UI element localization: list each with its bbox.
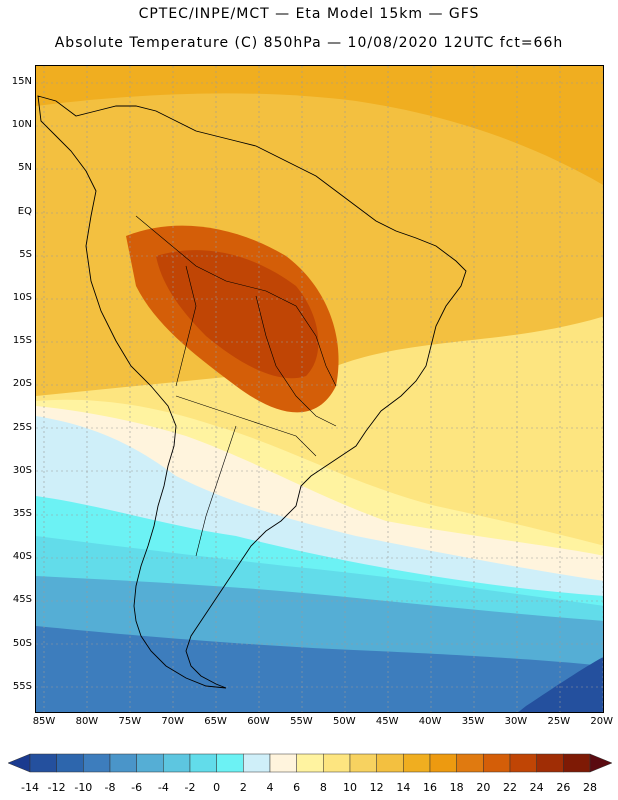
colorbar-swatch	[323, 753, 351, 773]
lat-label: 45S	[12, 594, 32, 606]
band-minus-8	[36, 626, 603, 712]
lat-label: 25S	[12, 421, 32, 433]
lat-label: 55S	[12, 680, 32, 692]
lon-label: 20W	[590, 716, 613, 727]
lon-label: 30W	[504, 716, 528, 727]
lon-label: 40W	[418, 716, 442, 727]
lat-label: 10S	[12, 292, 32, 303]
colorbar-swatch	[456, 753, 484, 773]
colorbar-swatch	[536, 753, 564, 773]
lat-label: 35S	[12, 508, 32, 519]
colorbar-swatch	[109, 753, 137, 773]
lat-label: 20S	[12, 378, 32, 390]
colorbar-swatch	[296, 753, 324, 773]
colorbar-tick-label: -4	[157, 781, 169, 794]
lat-label: 5S	[19, 248, 32, 260]
colorbar-tick-label: 4	[266, 781, 274, 794]
colorbar-swatch	[269, 753, 297, 773]
colorbar-tick-label: -10	[74, 781, 93, 794]
colorbar-swatch	[29, 753, 57, 773]
lat-label: 40S	[12, 551, 32, 563]
colorbar-tick-label: 12	[369, 781, 384, 794]
lon-label: 70W	[161, 716, 184, 727]
colorbar-swatch	[216, 753, 244, 773]
colorbar-swatch	[349, 753, 377, 773]
title-line-2: Absolute Temperature (C) 850hPa — 10/08/…	[54, 35, 564, 51]
lon-label: 25W	[547, 716, 571, 727]
lat-label: 5N	[18, 162, 32, 174]
colorbar-tick-label: 20	[476, 781, 491, 794]
lon-label: 55W	[290, 716, 313, 727]
colorbar-tick-label: 22	[503, 781, 517, 794]
lon-label: 65W	[204, 716, 227, 727]
band-minus-12	[518, 657, 603, 712]
lat-label: 50S	[12, 637, 32, 649]
temperature-map[interactable]	[35, 65, 604, 713]
lat-label: 30S	[12, 464, 32, 476]
colorbar-swatch	[136, 753, 164, 773]
hot-core-inner	[156, 250, 319, 379]
colorbar-swatch	[189, 753, 217, 773]
colorbar-swatch	[83, 753, 111, 773]
lon-label: 75W	[118, 716, 142, 727]
colorbar-swatch	[56, 753, 84, 773]
colorbar-arrow-high	[589, 753, 613, 773]
colorbar-tick-label: 2	[239, 781, 247, 794]
lat-label: EQ	[17, 205, 32, 217]
colorbar-tick-label: 14	[396, 781, 411, 794]
graticule	[36, 66, 603, 712]
lon-label: 85W	[32, 716, 56, 727]
lon-label: 50W	[332, 716, 356, 727]
lon-label: 60W	[247, 716, 270, 727]
lat-label: 15N	[11, 76, 32, 87]
map-canvas	[36, 66, 603, 712]
colorbar-tick-label: 28	[583, 781, 597, 794]
colorbar-tick-label: 8	[319, 781, 327, 794]
colorbar-swatch	[243, 753, 271, 773]
colorbar-tick-label: 16	[423, 781, 437, 794]
colorbar-tick-label: -8	[104, 781, 116, 794]
country-borders	[135, 215, 337, 557]
title-line-1: CPTEC/INPE/MCT — Eta Model 15km — GFS	[138, 6, 480, 22]
lon-label: 45W	[375, 716, 399, 727]
lat-label: 10N	[11, 119, 32, 131]
colorbar-tick-label: -6	[131, 781, 143, 794]
colorbar-swatch	[429, 753, 457, 773]
colorbar-swatch	[403, 753, 431, 773]
colorbar	[7, 753, 613, 773]
lat-label: 15S	[12, 335, 32, 347]
colorbar-tick-label: 0	[213, 781, 221, 794]
lon-label: 80W	[75, 716, 99, 727]
colorbar-tick-label: -2	[184, 781, 196, 794]
colorbar-swatch	[376, 753, 404, 773]
colorbar-swatch	[483, 753, 511, 773]
colorbar-swatch	[563, 753, 591, 773]
colorbar-tick-label: 10	[343, 781, 357, 794]
colorbar-tick-label: 6	[293, 781, 301, 794]
lon-label: 35W	[461, 716, 485, 727]
colorbar-tick-label: 24	[529, 781, 544, 794]
colorbar-tick-label: 26	[556, 781, 571, 794]
colorbar-tick-label: -12	[47, 781, 66, 794]
colorbar-swatch	[509, 753, 537, 773]
colorbar-swatch	[163, 753, 191, 773]
south-america-coastline	[37, 95, 467, 689]
colorbar-arrow-low	[7, 753, 31, 773]
colorbar-tick-label: -14	[21, 781, 39, 794]
colorbar-tick-label: 18	[449, 781, 464, 794]
